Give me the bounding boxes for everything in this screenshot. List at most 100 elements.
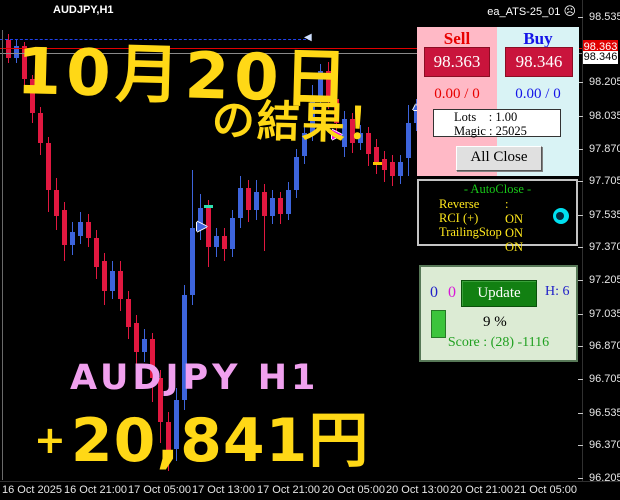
candle-body [302, 132, 307, 157]
trailingstop-label: TrailingStop [439, 225, 502, 239]
price-axis-tick [578, 314, 583, 315]
exit-dash-teal-icon [204, 205, 213, 208]
price-axis-label: 97.205 [589, 274, 620, 286]
buy-stats: 0.00 / 0 [515, 86, 561, 102]
candle-body [326, 71, 331, 100]
sell-label: Sell [443, 29, 471, 48]
line-end-triangle-icon: ◀ [304, 32, 312, 43]
price-axis-label: 98.035 [589, 110, 620, 122]
candle-body [158, 378, 163, 422]
candle-body [94, 237, 99, 268]
rci-value: : ON [505, 211, 524, 240]
candle-body [398, 162, 403, 177]
trade-panel: Sell 98.363 0.00 / 0 Buy 98.346 0.00 / 0… [417, 27, 579, 176]
candle-body [174, 399, 179, 450]
ea-status-smiley-icon[interactable]: ☹ [563, 4, 576, 18]
candle-body [310, 97, 315, 133]
price-axis-tick [578, 247, 583, 248]
candle-body [134, 322, 139, 353]
autoclose-panel: - AutoClose - Reverse : ON RCI (+) : ON … [417, 179, 578, 254]
candle-body [46, 142, 51, 191]
time-axis-separator [0, 481, 620, 482]
price-axis-tick [578, 445, 583, 446]
price-axis-tick [578, 82, 583, 83]
buy-label: Buy [523, 29, 553, 48]
lots-magic-box: Lots : 1.00 Magic : 25025 [433, 109, 561, 138]
buy-arrow-icon: ▶ [197, 218, 207, 233]
candle-body [270, 198, 275, 216]
candle-body [14, 45, 19, 58]
time-axis-label: 17 Oct 05:00 [128, 484, 191, 496]
candle-body [62, 209, 67, 246]
price-axis-separator [582, 0, 583, 481]
time-axis-label: 20 Oct 13:00 [386, 484, 449, 496]
trailingstop-value: : ON [505, 225, 524, 254]
candle-body [414, 107, 419, 123]
candle-body [38, 113, 43, 143]
price-axis-tick [578, 478, 583, 479]
overlay-result-title: の結果！ [211, 95, 393, 151]
candle-body [318, 71, 323, 98]
price-axis-label: 96.370 [589, 439, 620, 451]
autoclose-row-reverse: Reverse : ON [439, 197, 523, 226]
candle-body [166, 421, 171, 454]
candle-body [78, 221, 83, 236]
lots-line: Lots : 1.00 [454, 110, 518, 124]
candle-wick [264, 184, 265, 252]
candle-body [102, 261, 107, 291]
candle-body [254, 192, 259, 210]
price-axis-label: 98.205 [589, 76, 620, 88]
candle-body [86, 221, 91, 238]
count-left-label: 0 [430, 284, 438, 301]
time-axis-label: 21 Oct 05:00 [514, 484, 577, 496]
sell-button[interactable]: 98.363 [424, 47, 490, 77]
reverse-value: : ON [505, 197, 524, 226]
candle-body [222, 235, 227, 250]
price-axis-tick [578, 116, 583, 117]
buy-button[interactable]: 98.346 [505, 47, 573, 77]
price-axis-tick [578, 149, 583, 150]
price-axis-label: 97.870 [589, 143, 620, 155]
candle-body [214, 235, 219, 248]
price-axis-tick [578, 346, 583, 347]
bid-price-line [0, 53, 582, 54]
magic-line: Magic : 25025 [454, 124, 527, 138]
price-axis-label: 97.370 [589, 241, 620, 253]
rci-toggle-icon[interactable] [553, 208, 569, 224]
price-axis-tick [578, 215, 583, 216]
bid-price-box: 98.346 [583, 51, 618, 64]
price-axis-tick [578, 413, 583, 414]
candle-body [406, 122, 411, 159]
ea-name-label: ea_ATS-25_01 [487, 6, 561, 18]
price-axis-label: 97.535 [589, 209, 620, 221]
time-axis-label: 17 Oct 21:00 [257, 484, 320, 496]
candle-body [366, 132, 371, 155]
time-axis-label: 17 Oct 13:00 [192, 484, 255, 496]
sell-arrow-icon: ▶ [332, 126, 342, 141]
time-axis-label: 20 Oct 21:00 [450, 484, 513, 496]
candle-body [54, 190, 59, 216]
all-close-button[interactable]: All Close [456, 146, 542, 171]
percent-label: 9 % [483, 314, 507, 330]
overlay-pair-label: AUDJPY H1 [70, 358, 320, 398]
candle-body [230, 217, 235, 250]
price-axis-label: 98.535 [589, 11, 620, 23]
candle-body [206, 207, 211, 248]
symbol-period-label: AUDJPY,H1 [53, 4, 114, 16]
progress-bar [431, 310, 446, 338]
candle-body [142, 338, 147, 353]
sell-stats: 0.00 / 0 [434, 86, 480, 102]
candle-body [198, 207, 203, 228]
candlestick-chart[interactable]: ▶ ▶ ◀ ▲ [0, 0, 582, 481]
price-axis-label: 96.535 [589, 407, 620, 419]
candle-body [294, 156, 299, 191]
overlay-profit-label: +20,841円 [34, 392, 369, 479]
autoclose-row-trailingstop: TrailingStop : ON [439, 225, 523, 254]
count-right-label: 0 [448, 284, 456, 301]
price-axis-label: 96.205 [589, 472, 620, 484]
candle-body [342, 118, 347, 147]
candle-body [390, 162, 395, 177]
time-axis-label: 16 Oct 21:00 [64, 484, 127, 496]
update-button[interactable]: Update [461, 280, 537, 307]
candle-body [358, 132, 363, 143]
